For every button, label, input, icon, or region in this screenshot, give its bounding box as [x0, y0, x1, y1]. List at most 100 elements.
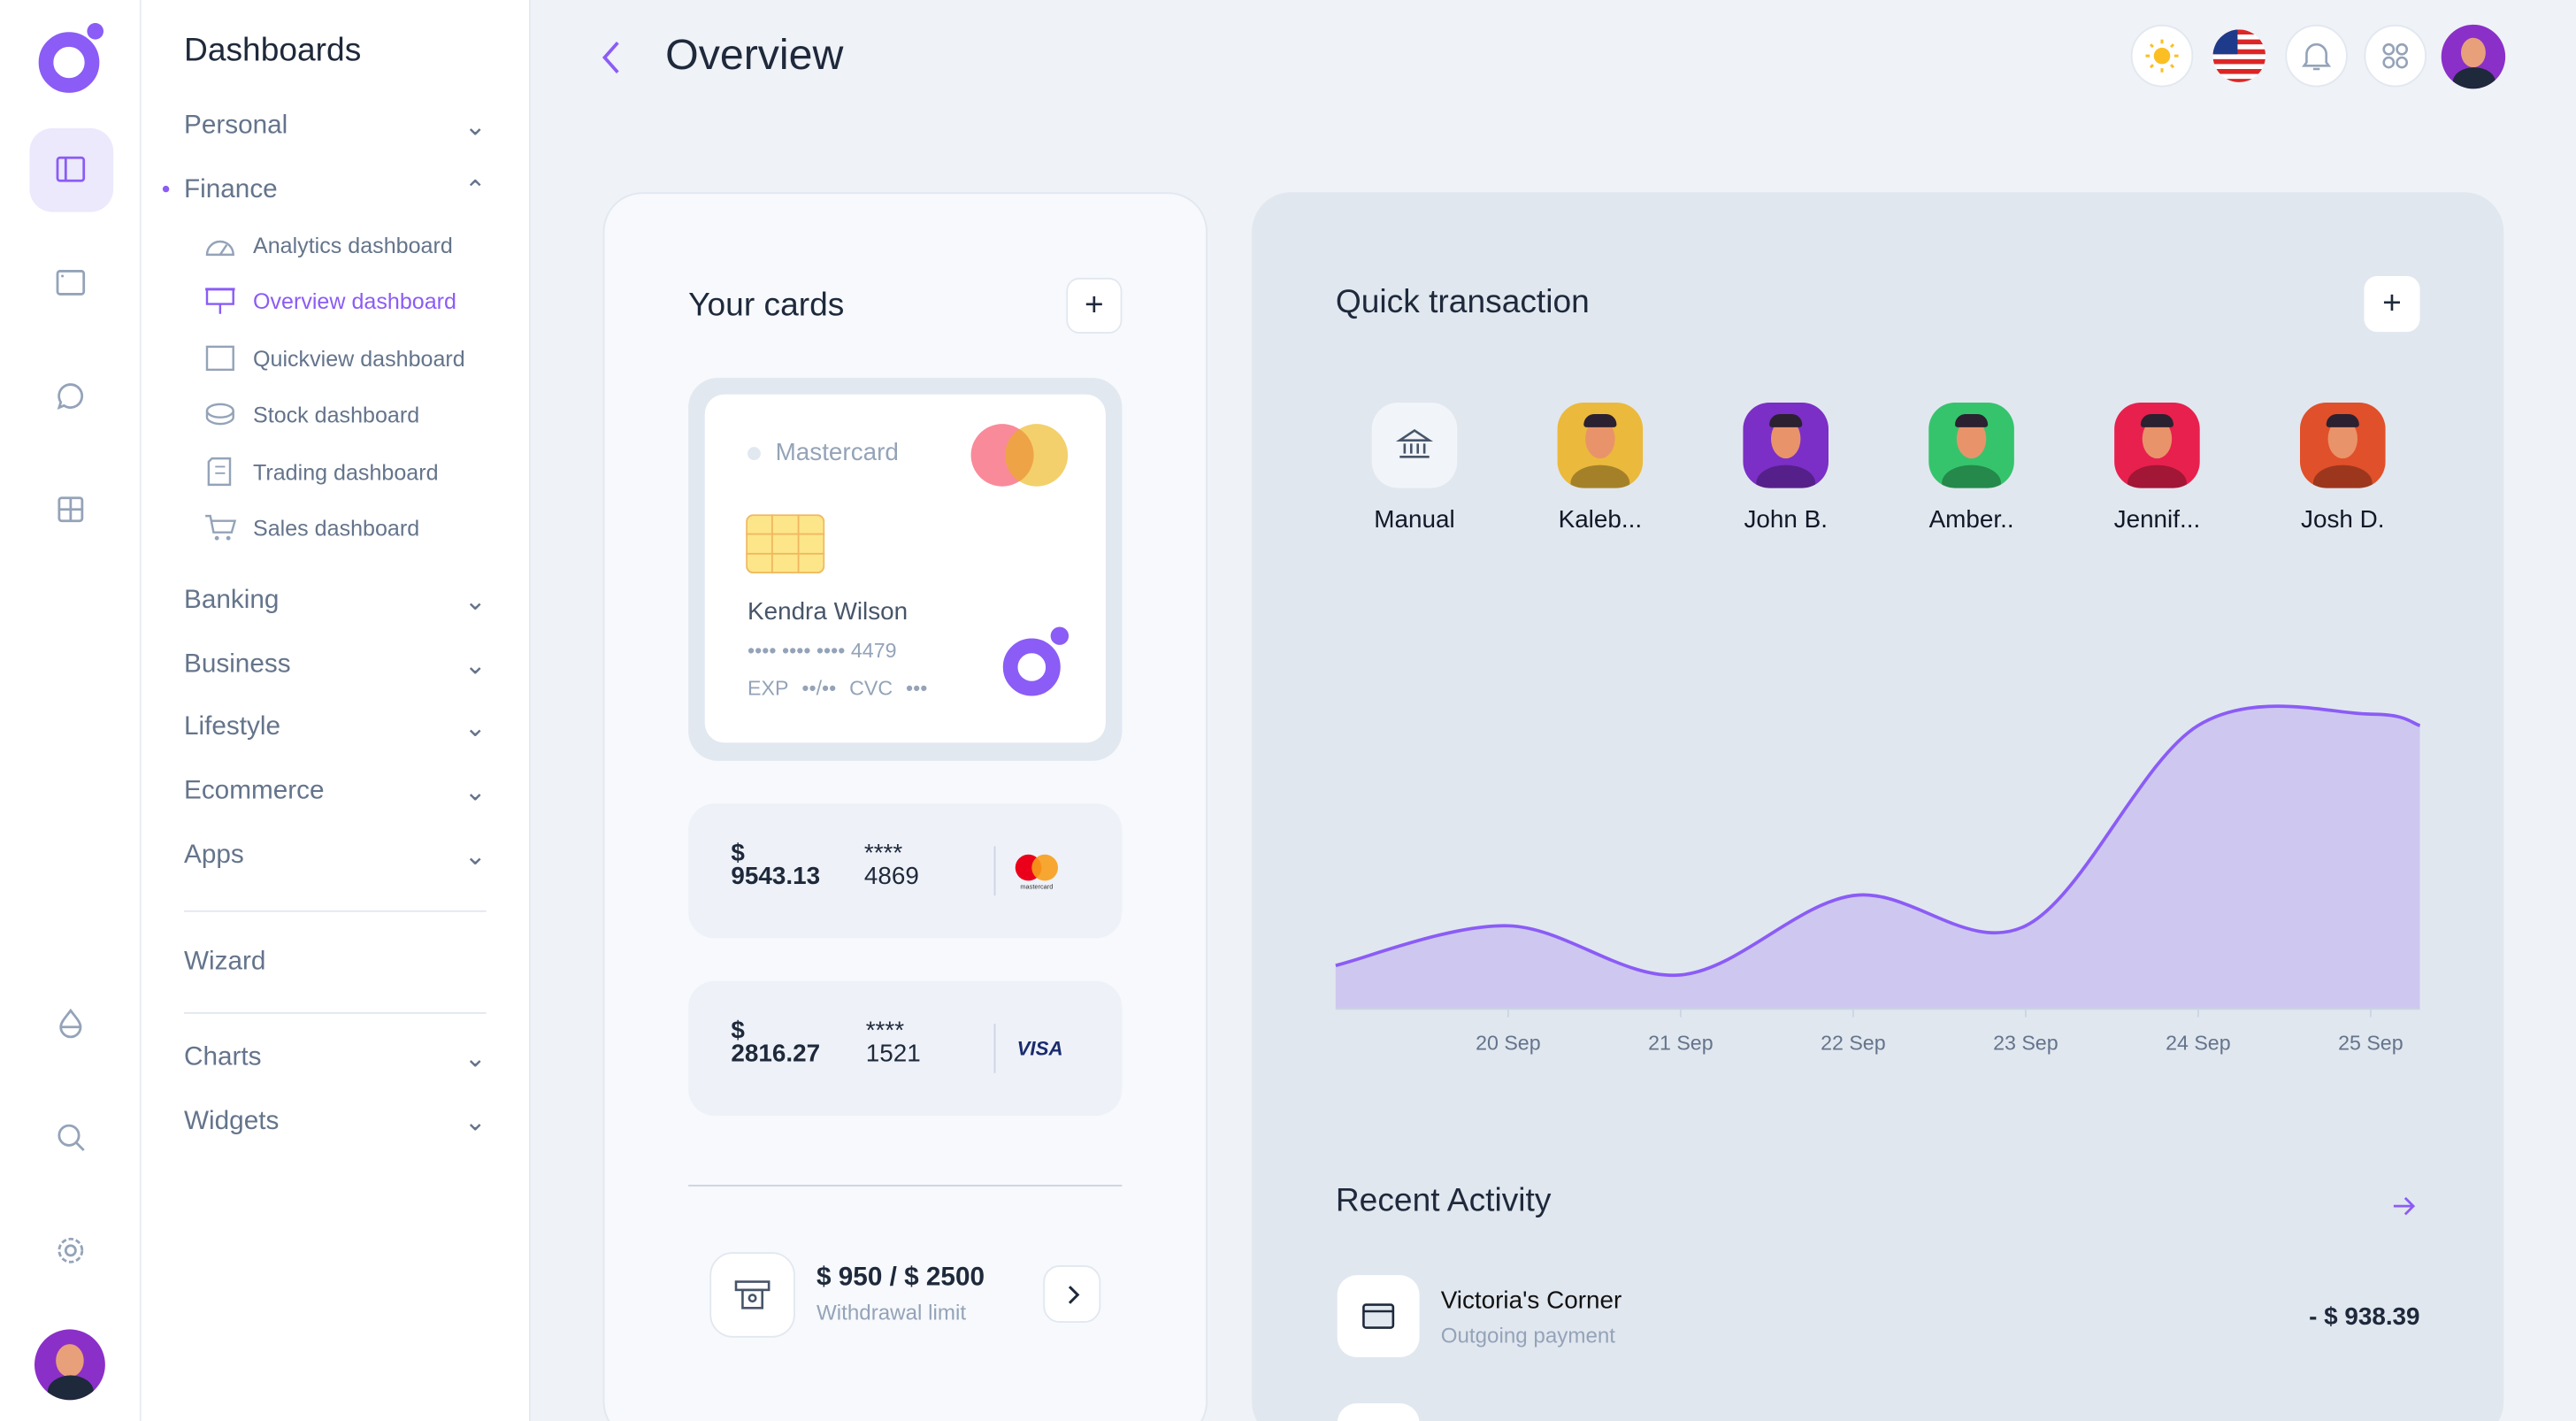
mask: **** — [863, 839, 903, 868]
sidebar-item-trading[interactable]: Trading dashboard — [203, 457, 439, 487]
sidebar-item-overview[interactable]: Overview dashboard — [203, 286, 456, 315]
sidebar-group-finance[interactable]: Finance ⌃ — [184, 174, 487, 207]
quick-title: Quick transaction — [1335, 284, 1590, 321]
sun-icon — [2145, 39, 2179, 73]
contact-avatar[interactable] — [2114, 402, 2200, 488]
back-chevron-icon[interactable] — [598, 38, 625, 78]
card-dot — [747, 447, 761, 460]
card-holder: Kendra Wilson — [747, 597, 908, 626]
arrow-right-icon[interactable] — [2390, 1193, 2417, 1219]
amount: 2816.27 — [731, 1040, 821, 1069]
gear-icon[interactable] — [54, 1234, 87, 1267]
sidebar-group-lifestyle[interactable]: Lifestyle ⌄ — [184, 711, 487, 744]
sidebar-group-charts[interactable]: Charts ⌄ — [184, 1041, 487, 1074]
sidebar-item-quickview[interactable]: Quickview dashboard — [203, 343, 465, 373]
mask: **** — [865, 1017, 905, 1046]
contact-avatar[interactable] — [1743, 402, 1828, 488]
item-label: Quickview dashboard — [252, 345, 465, 371]
chevron-up-icon: ⌃ — [464, 177, 487, 206]
visa-logo: VISA — [1016, 1036, 1063, 1060]
group-label: Business — [183, 650, 291, 679]
sidebar-layout-icon[interactable] — [54, 153, 87, 186]
activity-type: Outgoing payment — [1440, 1322, 1616, 1348]
contact-avatar[interactable] — [1928, 402, 2014, 488]
cards-title: Your cards — [688, 287, 845, 324]
chat-icon[interactable] — [54, 380, 87, 412]
main-card-frame[interactable]: Mastercard Kendra Wilson •••• •••• •••• … — [688, 378, 1123, 761]
x-tick-label: 25 Sep — [2338, 1032, 2404, 1055]
exp-label: EXP — [747, 677, 789, 701]
sidebar-group-apps[interactable]: Apps ⌄ — [184, 840, 487, 872]
withdrawal-next-button[interactable] — [1043, 1264, 1101, 1323]
card-last4: **** 1521 — [865, 1017, 921, 1069]
rail-dashboards-active[interactable] — [29, 127, 114, 212]
card-payment-icon — [1362, 1303, 1395, 1329]
presentation-icon — [205, 288, 235, 314]
card-row[interactable]: $2816.27 **** 1521 VISA — [688, 980, 1123, 1116]
sidebar-item-analytics[interactable]: Analytics dashboard — [203, 230, 453, 259]
page-title: Overview — [665, 29, 844, 80]
chevron-down-icon: ⌄ — [464, 779, 487, 807]
series-line — [1335, 704, 2421, 978]
amount: 9543.13 — [731, 862, 821, 891]
withdrawal-label: Withdrawal limit — [816, 1299, 967, 1325]
sidebar-item-wizard[interactable]: Wizard — [184, 949, 487, 978]
withdrawal-value: $ 950 / $ 2500 — [816, 1264, 985, 1292]
divider — [183, 1011, 487, 1014]
atm-icon — [734, 1280, 770, 1310]
header-avatar[interactable] — [2441, 24, 2506, 89]
add-transaction-button[interactable]: + — [2364, 275, 2420, 333]
divider — [688, 1184, 1123, 1187]
sidebar-item-sales[interactable]: Sales dashboard — [203, 512, 419, 542]
sidebar-group-ecommerce[interactable]: Ecommerce ⌄ — [184, 776, 487, 809]
theme-toggle-button[interactable] — [2130, 24, 2194, 88]
manual-transfer-button[interactable] — [1371, 402, 1458, 488]
item-label: Wizard — [183, 948, 266, 977]
x-tick-label: 21 Sep — [1648, 1032, 1714, 1055]
sidebar: Dashboards Personal ⌄ Finance ⌃ Analytics … — [141, 0, 531, 1421]
sidebar-group-banking[interactable]: Banking ⌄ — [184, 585, 487, 618]
mastercard-icon: mastercard — [1015, 854, 1058, 891]
sidebar-group-business[interactable]: Business ⌄ — [184, 649, 487, 682]
last4: 1521 — [865, 1040, 921, 1069]
contact-name: Josh D. — [2301, 505, 2385, 534]
contact-avatar[interactable] — [2299, 402, 2386, 488]
card-number: •••• •••• •••• 4479 — [747, 639, 897, 663]
sidebar-group-widgets[interactable]: Widgets ⌄ — [184, 1106, 487, 1139]
cart-icon — [205, 514, 237, 541]
drop-icon[interactable] — [54, 1007, 87, 1040]
area-fill — [1335, 706, 2420, 1010]
contact-avatar[interactable] — [1557, 402, 1644, 488]
item-label: Trading dashboard — [252, 459, 439, 484]
contact-name: Kaleb... — [1558, 505, 1643, 534]
exp-value: ••/•• — [801, 677, 837, 701]
add-card-button[interactable]: + — [1066, 277, 1123, 334]
logo-icon[interactable] — [36, 19, 109, 95]
brand-logo-icon — [1002, 626, 1070, 696]
contact-name: Manual — [1374, 505, 1455, 534]
search-icon[interactable] — [54, 1121, 87, 1154]
card-row[interactable]: $9543.13 **** 4869 mastercard — [688, 803, 1123, 939]
item-label: Stock dashboard — [252, 402, 420, 426]
bank-icon — [1395, 429, 1434, 458]
chevron-down-icon: ⌄ — [464, 652, 487, 680]
last4: 4869 — [863, 862, 919, 891]
activity-icon-box — [1337, 1402, 1420, 1421]
language-button[interactable] — [2208, 25, 2271, 88]
mastercard-logo-icon — [970, 424, 1069, 487]
user-avatar[interactable] — [34, 1329, 105, 1401]
grid-icon[interactable] — [54, 493, 87, 526]
notifications-button[interactable] — [2285, 24, 2348, 88]
document-icon — [207, 457, 232, 487]
window-icon[interactable] — [54, 266, 87, 299]
sidebar-item-stock[interactable]: Stock dashboard — [203, 399, 419, 428]
sidebar-group-personal[interactable]: Personal ⌄ — [184, 110, 487, 142]
bell-icon — [2302, 42, 2332, 71]
chevron-down-icon: ⌄ — [464, 113, 487, 142]
atm-icon-box — [709, 1252, 795, 1338]
apps-button[interactable] — [2364, 24, 2426, 88]
divider — [183, 910, 487, 912]
your-cards-panel: Your cards + Mastercard Kendra Wilson ••… — [602, 192, 1208, 1421]
x-tick-label: 20 Sep — [1476, 1032, 1541, 1055]
contact-name: Jennif... — [2113, 505, 2201, 534]
